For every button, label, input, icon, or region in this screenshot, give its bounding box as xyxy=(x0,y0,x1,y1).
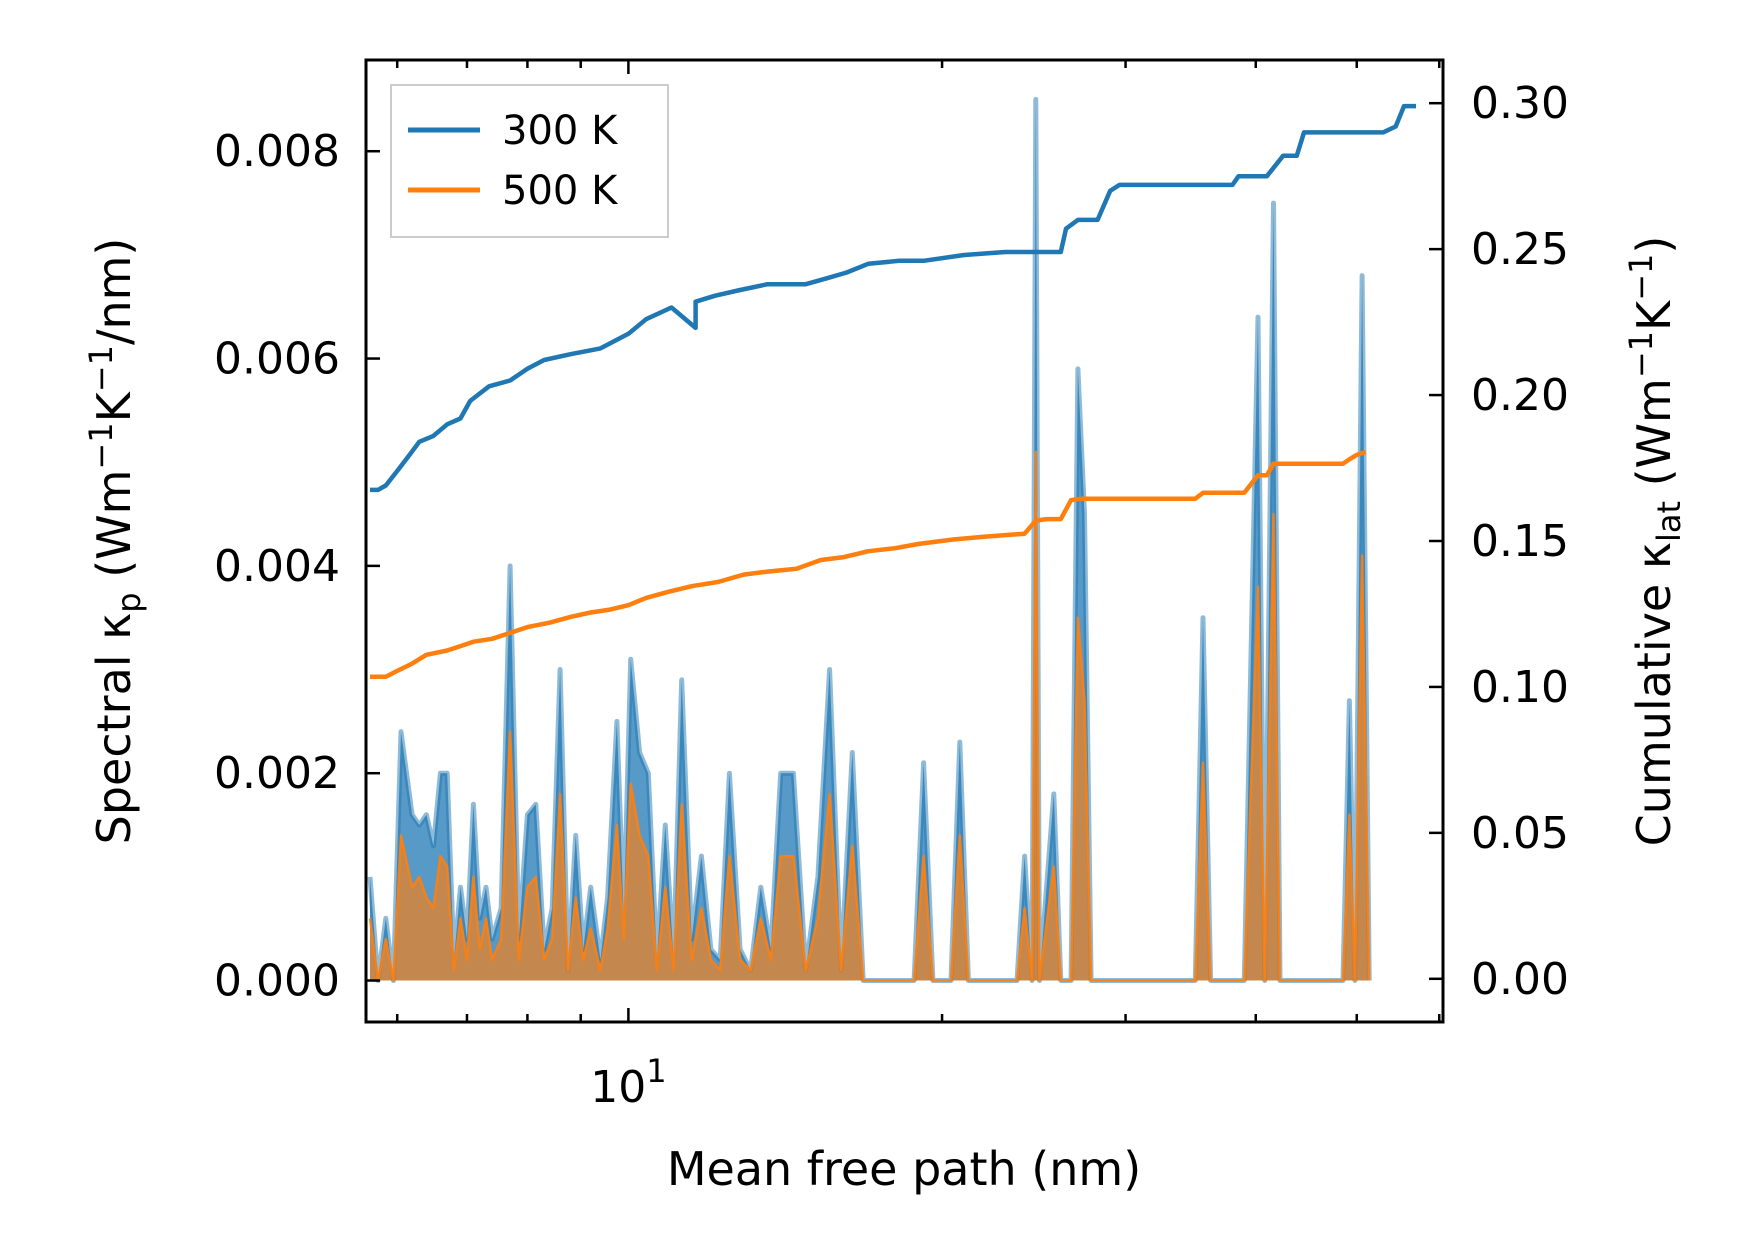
y-axis-left-label: Spectral κp (Wm−1K−1/nm) xyxy=(82,238,148,845)
y-left-tick-label: 0.000 xyxy=(214,956,340,1007)
ticks-layer: 0.000 0.002 0.004 0.006 0.008 0.00 0.05 0.10 0.1… xyxy=(214,60,1569,1113)
y-right-tick-label: 0.10 xyxy=(1471,662,1569,713)
legend: 300 K 500 K xyxy=(390,84,669,238)
y-right-tick-label: 0.30 xyxy=(1471,78,1569,129)
y-left-tick-label: 0.002 xyxy=(214,748,340,799)
y-right-tick-label: 0.00 xyxy=(1471,954,1569,1005)
series-layer xyxy=(367,96,1416,983)
y-right-tick-label: 0.20 xyxy=(1471,370,1569,421)
y-axis-right-label: Cumulative κlat (Wm−1K−1) xyxy=(1622,236,1688,847)
y-left-tick-label: 0.008 xyxy=(214,126,340,177)
y-right-tick-label: 0.25 xyxy=(1471,224,1569,275)
x-axis-label: Mean free path (nm) xyxy=(667,1142,1141,1196)
y-right-tick-label: 0.05 xyxy=(1471,808,1569,859)
cumulative-line-500k xyxy=(370,449,1367,679)
x-tick-label: 101 xyxy=(590,1052,666,1113)
plot-frame xyxy=(364,58,1445,1024)
legend-box xyxy=(390,84,669,238)
y-right-tick-label: 0.15 xyxy=(1471,516,1569,567)
legend-label-500k: 500 K xyxy=(502,168,619,214)
legend-label-300k: 300 K xyxy=(502,108,619,154)
y-left-tick-label: 0.006 xyxy=(214,334,340,385)
cumulative-line-300k xyxy=(370,103,1416,493)
spectral-line-500k xyxy=(368,450,1371,982)
y-left-tick-label: 0.004 xyxy=(214,541,340,592)
